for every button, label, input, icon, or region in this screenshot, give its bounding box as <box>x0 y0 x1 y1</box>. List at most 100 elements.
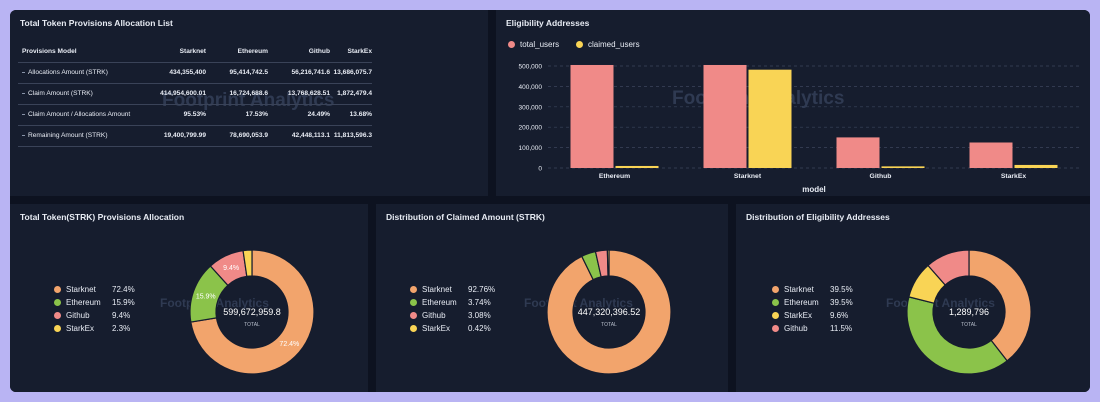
legend-percent: 72.4% <box>112 285 135 294</box>
legend-label: Starknet <box>66 285 96 294</box>
donut-claimed-title: Distribution of Claimed Amount (STRK) <box>386 212 545 222</box>
legend-percent: 11.5% <box>830 324 853 333</box>
legend-item-github[interactable]: Github 3.08% <box>410 311 491 320</box>
allocation-table: Provisions Model Starknet Ethereum Github St… <box>18 42 372 147</box>
legend-label: Ethereum <box>422 298 457 307</box>
donut-total-value: 599,672,959.8 <box>223 307 281 317</box>
y-tick-label: 400,000 <box>519 84 543 91</box>
table-cell: 13,768,628.51 <box>287 90 330 97</box>
y-tick-label: 0 <box>538 166 542 173</box>
claimed-users-swatch <box>576 41 583 48</box>
table-cell: 434,355,400 <box>169 69 206 76</box>
table-cell: 95.53% <box>183 111 206 118</box>
donut-total-value: 1,289,796 <box>949 307 989 317</box>
legend-item-ethereum[interactable]: Ethereum 3.74% <box>410 298 491 307</box>
donut-panel-eligibility: Distribution of Eligibility Addresses Fo… <box>736 204 1090 392</box>
table-header-cell[interactable]: Starknet <box>179 48 206 55</box>
table-cell: 17.53% <box>245 111 268 118</box>
x-tick-label: Starknet <box>734 173 762 180</box>
slice-label: 15.9% <box>196 293 216 300</box>
table-header-cell[interactable]: Provisions Model <box>22 48 77 55</box>
bar-total_users[interactable] <box>570 64 614 168</box>
legend-percent: 3.08% <box>468 311 491 320</box>
legend-item-starknet[interactable]: Starknet 72.4% <box>54 285 135 294</box>
legend-item-starknet[interactable]: Starknet 39.5% <box>772 285 853 294</box>
row-bullet <box>22 113 25 115</box>
x-tick-label: Github <box>870 173 892 180</box>
legend-item-starknet[interactable]: Starknet 92.76% <box>410 285 495 294</box>
donut-slice[interactable] <box>546 249 672 375</box>
table-cell: 13,686,075.7 <box>333 69 372 76</box>
legend-swatch <box>410 286 417 293</box>
table-row-label: Allocations Amount (STRK) <box>22 69 108 76</box>
legend-item-github[interactable]: Github 9.4% <box>54 311 130 320</box>
legend-item-starkex[interactable]: StarkEx 0.42% <box>410 324 491 333</box>
x-tick-label: StarkEx <box>1001 173 1027 180</box>
slice-label: 72.4% <box>279 341 299 348</box>
bar-total_users[interactable] <box>703 64 747 168</box>
table-header-row: Provisions Model Starknet Ethereum Github St… <box>18 42 372 63</box>
legend-item-github[interactable]: Github 11.5% <box>772 324 852 333</box>
legend-swatch <box>54 286 61 293</box>
legend-label: Github <box>66 311 90 320</box>
table-header-cell[interactable]: Github <box>308 48 330 55</box>
legend-percent: 2.3% <box>112 324 131 333</box>
legend-percent: 39.5% <box>830 285 853 294</box>
total-users-swatch <box>508 41 515 48</box>
legend-percent: 0.42% <box>468 324 491 333</box>
bar-claimed_users[interactable] <box>615 165 659 168</box>
legend-swatch <box>772 312 779 319</box>
legend-swatch <box>410 325 417 332</box>
y-tick-label: 300,000 <box>519 104 543 111</box>
donut-slice[interactable] <box>190 249 315 375</box>
donut-slice[interactable] <box>242 249 253 278</box>
legend-swatch <box>410 299 417 306</box>
donut-slice[interactable] <box>906 296 1008 375</box>
table-row-label: Claim Amount (STRK) <box>22 90 93 97</box>
legend-label: Github <box>422 311 446 320</box>
table-header-cell[interactable]: Ethereum <box>237 48 268 55</box>
donut-slice[interactable] <box>927 249 970 286</box>
legend-label: Ethereum <box>66 298 101 307</box>
legend-label: StarkEx <box>66 324 95 333</box>
donut-eligibility: 1,289,796 TOTAL <box>906 249 1032 375</box>
table-cell: 414,954,600.01 <box>160 90 206 97</box>
table-cell: 24.49% <box>307 111 330 118</box>
table-header-cell[interactable]: StarkEx <box>347 48 372 55</box>
legend-swatch <box>410 312 417 319</box>
legend-swatch <box>54 312 61 319</box>
x-axis-label: model <box>802 185 826 194</box>
table-cell: 16,724,688.6 <box>229 90 268 97</box>
legend-total-users[interactable]: total_users <box>508 40 559 49</box>
legend-claimed-users-label: claimed_users <box>588 40 640 49</box>
legend-total-users-label: total_users <box>520 40 560 49</box>
donut-total-label: TOTAL <box>961 322 977 328</box>
legend-item-ethereum[interactable]: Ethereum 15.9% <box>54 298 135 307</box>
bar-chart: 500,000 400,000 300,000 200,000 100,000 0 Ethe… <box>519 64 1080 194</box>
donut-allocation: 72.4% 15.9% 9.4% 599,672,959.8 TOTAL <box>189 249 315 375</box>
bar-claimed_users[interactable] <box>1014 164 1058 168</box>
legend-item-starkex[interactable]: StarkEx 2.3% <box>54 324 130 333</box>
legend-label: Ethereum <box>784 298 819 307</box>
legend-percent: 3.74% <box>468 298 491 307</box>
donut-total-label: TOTAL <box>244 322 260 328</box>
table-cell: 95,414,742.5 <box>229 69 268 76</box>
legend-label: Starknet <box>422 285 452 294</box>
legend-swatch <box>54 299 61 306</box>
legend-item-starkex[interactable]: StarkEx 9.6% <box>772 311 848 320</box>
legend-percent: 9.6% <box>830 311 849 320</box>
donut-slice[interactable] <box>968 249 1032 362</box>
legend-swatch <box>772 325 779 332</box>
donut-slice[interactable] <box>606 249 610 277</box>
bar-total_users[interactable] <box>969 142 1013 169</box>
bar-claimed_users[interactable] <box>881 166 925 168</box>
bar-claimed_users[interactable] <box>748 69 792 168</box>
donut-panel-allocation: Total Token(STRK) Provisions Allocation … <box>10 204 368 392</box>
legend-label: Starknet <box>784 285 814 294</box>
bar-total_users[interactable] <box>836 137 880 168</box>
legend-item-ethereum[interactable]: Ethereum 39.5% <box>772 298 853 307</box>
table-row: Claim Amount / Allocations Amount 95.53% 1… <box>18 105 372 126</box>
bar-chart-title: Eligibility Addresses <box>506 18 590 28</box>
table-cell: 19,400,799.99 <box>163 132 206 139</box>
legend-claimed-users[interactable]: claimed_users <box>576 40 640 49</box>
